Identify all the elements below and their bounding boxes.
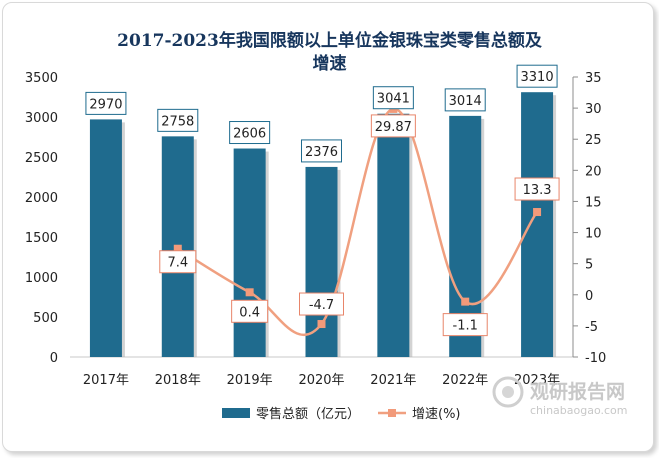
y-right-tick-label: 10: [585, 227, 602, 242]
bar-label-box: [229, 121, 271, 145]
line-data-labels: 7.4 0.4 -4.7 29.87 -1.1 13.3: [159, 114, 560, 337]
y-left-tick-label: 2500: [25, 151, 58, 166]
y-left-tick-label: 500: [33, 311, 58, 326]
line-value-label: 7.4: [167, 256, 188, 271]
y-right-tick-label: 35: [585, 71, 602, 86]
line-point: [245, 288, 254, 297]
bar-label-box: [85, 91, 127, 115]
chart-title-line2: 增速: [312, 54, 347, 74]
bar-label-box: [157, 108, 199, 132]
y-right-tick-label: -10: [585, 351, 606, 366]
y-left-tick-label: 1000: [25, 271, 58, 286]
bar-value-label: 2970: [89, 97, 122, 112]
line-point: [173, 244, 182, 253]
bar: [305, 166, 338, 357]
line-value-label: 29.87: [375, 120, 412, 135]
watermark-text-en: chinabaogao.com: [530, 404, 628, 417]
x-tick-label: 2020年: [298, 373, 344, 388]
bar-value-label: 2758: [161, 114, 194, 129]
bar-label-box: [516, 64, 558, 88]
watermark: 观研报告网 chinabaogao.com: [492, 376, 628, 417]
y-right-tick-label: 0: [585, 289, 593, 304]
line-point: [533, 208, 542, 217]
bar-data-labels: 2970 2758 2606 2376 3041 3014 3310: [85, 64, 558, 163]
legend: 零售总额（亿元） 增速(%): [222, 406, 461, 422]
line-value-label: -1.1: [453, 319, 478, 334]
bar: [377, 113, 410, 357]
bar-value-label: 2376: [305, 145, 338, 160]
y-left-tick-label: 0: [50, 351, 58, 366]
bar: [233, 148, 266, 357]
legend-swatch-marker: [388, 409, 396, 417]
legend-label-bar: 零售总额（亿元）: [256, 406, 360, 422]
line-label-box: [442, 313, 488, 337]
line-label-box: [370, 114, 416, 138]
line-value-label: -4.7: [309, 298, 334, 313]
line-label-box: [514, 177, 560, 201]
line-point: [317, 320, 326, 329]
y-right-tick-label: 15: [585, 195, 602, 210]
x-axis-labels: 2017年 2018年 2019年 2020年 2021年 2022年 2023年: [83, 373, 560, 388]
line-label-box: [299, 292, 344, 316]
watermark-logo-icon: [492, 376, 524, 408]
bar-value-label: 2606: [233, 127, 266, 142]
line-value-label: 13.3: [523, 183, 552, 198]
x-tick-label: 2023年: [514, 373, 560, 388]
y-right-tick-label: 25: [585, 133, 602, 148]
line-label-box: [231, 299, 269, 323]
bar-label-box: [444, 88, 486, 112]
bar-label-box: [372, 86, 414, 110]
bar-value-label: 3014: [449, 94, 482, 109]
y-right-tick-label: 20: [585, 164, 602, 179]
y-left-tick-label: 1500: [25, 231, 58, 246]
x-tick-label: 2021年: [370, 373, 416, 388]
legend-label-line: 增速(%): [412, 407, 461, 422]
watermark-logo-dot-icon: [502, 386, 514, 398]
chart-title-line1: 2017-2023年我国限额以上单位金银珠宝类零售总额及: [117, 31, 542, 51]
y-right-tick-label: 30: [585, 102, 602, 117]
x-tick-label: 2017年: [83, 373, 129, 388]
bar: [521, 92, 554, 357]
x-tick-label: 2018年: [155, 373, 201, 388]
y-left-tick-label: 3000: [25, 111, 58, 126]
bar-value-label: 3310: [521, 70, 554, 85]
y-left-tick-label: 2000: [25, 191, 58, 206]
line-label-box: [159, 250, 197, 274]
watermark-text-cn: 观研报告网: [530, 380, 625, 403]
y-right-tick-label: 5: [585, 258, 593, 273]
y-right-tick-label: -5: [585, 320, 598, 335]
y-axis-right: -10 -5 0 5 10 15 20 25 30 35: [572, 71, 606, 366]
bar: [89, 119, 122, 358]
bar-value-label: 3041: [377, 92, 410, 107]
bar-label-box: [301, 139, 342, 163]
line-value-label: 0.4: [239, 305, 260, 320]
line-series: [173, 104, 542, 337]
legend-swatch-bar: [222, 408, 250, 418]
line-point: [461, 297, 470, 306]
x-tick-label: 2019年: [227, 373, 273, 388]
y-left-tick-label: 3500: [25, 71, 58, 86]
x-tick-label: 2022年: [442, 373, 488, 388]
